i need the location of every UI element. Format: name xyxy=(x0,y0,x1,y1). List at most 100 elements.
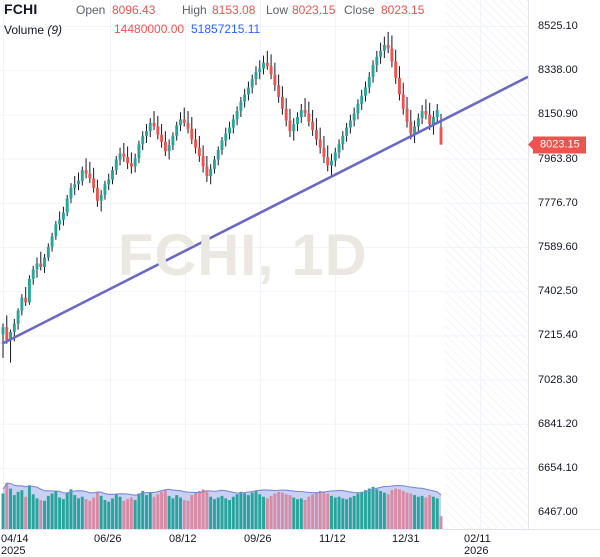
candle-body-bullish[interactable] xyxy=(118,153,122,160)
candle-body-bullish[interactable] xyxy=(148,122,152,132)
volume-bar-down[interactable] xyxy=(152,496,156,529)
volume-bar-down[interactable] xyxy=(307,496,311,529)
volume-bar-up[interactable] xyxy=(235,494,239,529)
candle-body-bearish[interactable] xyxy=(39,263,43,267)
candle-body-bearish[interactable] xyxy=(288,120,292,132)
candle-body-bullish[interactable] xyxy=(254,72,258,80)
volume-bar-down[interactable] xyxy=(269,495,273,529)
candle-body-bullish[interactable] xyxy=(107,179,111,185)
candle-body-bullish[interactable] xyxy=(333,152,337,161)
candle-body-bullish[interactable] xyxy=(50,236,54,247)
volume-bar-down[interactable] xyxy=(186,500,190,529)
candle-body-bearish[interactable] xyxy=(5,327,9,341)
volume-bar-down[interactable] xyxy=(401,490,405,529)
candle-body-bullish[interactable] xyxy=(420,111,424,119)
volume-bar-down[interactable] xyxy=(439,516,443,529)
candle-body-bearish[interactable] xyxy=(194,139,198,148)
candle-body-bullish[interactable] xyxy=(235,111,239,120)
volume-bar-up[interactable] xyxy=(352,495,356,529)
candle-body-bullish[interactable] xyxy=(337,144,341,153)
volume-bar-down[interactable] xyxy=(129,497,133,529)
volume-bar-up[interactable] xyxy=(262,496,265,529)
volume-bar-down[interactable] xyxy=(273,493,277,529)
candle-body-bearish[interactable] xyxy=(314,129,318,140)
volume-bar-down[interactable] xyxy=(409,493,413,529)
candle-body-bullish[interactable] xyxy=(103,184,107,195)
candle-body-bullish[interactable] xyxy=(69,187,73,199)
candle-body-bullish[interactable] xyxy=(348,120,352,128)
volume-bar-up[interactable] xyxy=(43,500,46,529)
volume-bar-up[interactable] xyxy=(31,494,35,529)
volume-bar-down[interactable] xyxy=(318,490,322,529)
volume-bar-down[interactable] xyxy=(39,500,43,529)
candle-body-bearish[interactable] xyxy=(201,155,205,167)
volume-bar-up[interactable] xyxy=(12,495,16,529)
volume-bar-down[interactable] xyxy=(190,495,194,529)
candle-body-bullish[interactable] xyxy=(243,94,247,102)
volume-bar-up[interactable] xyxy=(77,498,80,529)
volume-bar-up[interactable] xyxy=(254,490,258,529)
volume-bar-down[interactable] xyxy=(194,492,198,529)
volume-bar-down[interactable] xyxy=(326,493,330,529)
candle-body-bullish[interactable] xyxy=(292,124,296,132)
volume-bar-down[interactable] xyxy=(390,490,394,529)
candle-body-bullish[interactable] xyxy=(171,135,175,146)
volume-bar-down[interactable] xyxy=(394,488,398,529)
volume-bar-down[interactable] xyxy=(24,496,28,529)
candle-body-bearish[interactable] xyxy=(409,121,413,134)
candle-body-bullish[interactable] xyxy=(250,79,254,88)
candle-body-bullish[interactable] xyxy=(179,119,182,126)
volume-bar-up[interactable] xyxy=(435,498,439,529)
volume-bar-down[interactable] xyxy=(405,492,409,529)
volume-bar-down[interactable] xyxy=(428,495,432,529)
volume-bar-series[interactable] xyxy=(1,482,443,529)
candle-body-bearish[interactable] xyxy=(273,74,277,86)
volume-bar-up[interactable] xyxy=(243,493,247,529)
volume-bar-up[interactable] xyxy=(133,500,137,529)
candle-body-bullish[interactable] xyxy=(31,269,35,279)
candle-body-bullish[interactable] xyxy=(167,145,171,152)
volume-chart-pane[interactable] xyxy=(0,472,528,529)
candle-body-bullish[interactable] xyxy=(137,144,141,159)
candle-body-bearish[interactable] xyxy=(284,108,288,121)
volume-bar-down[interactable] xyxy=(122,500,126,529)
volume-bar-up[interactable] xyxy=(337,496,341,529)
candle-body-bullish[interactable] xyxy=(27,278,31,303)
volume-bar-down[interactable] xyxy=(280,492,284,529)
volume-bar-up[interactable] xyxy=(333,497,337,529)
candle-body-bullish[interactable] xyxy=(80,170,84,181)
volume-bar-down[interactable] xyxy=(88,500,92,529)
volume-bar-down[interactable] xyxy=(197,490,201,529)
volume-bar-down[interactable] xyxy=(424,497,428,529)
candle-body-bullish[interactable] xyxy=(382,44,386,51)
candle-body-bearish[interactable] xyxy=(277,85,281,97)
candle-body-bearish[interactable] xyxy=(386,44,390,49)
volume-bar-up[interactable] xyxy=(296,499,299,529)
candle-body-bearish[interactable] xyxy=(156,126,160,135)
volume-bar-up[interactable] xyxy=(73,495,77,529)
candle-body-bullish[interactable] xyxy=(352,113,356,121)
candle-body-bullish[interactable] xyxy=(435,109,439,117)
volume-bar-down[interactable] xyxy=(311,494,315,529)
volume-bar-down[interactable] xyxy=(265,498,269,529)
candle-body-bearish[interactable] xyxy=(428,114,432,125)
candle-body-bullish[interactable] xyxy=(35,263,39,270)
candle-body-bullish[interactable] xyxy=(220,140,224,151)
candle-body-bullish[interactable] xyxy=(16,310,20,324)
volume-bar-up[interactable] xyxy=(27,485,31,529)
volume-bar-up[interactable] xyxy=(179,497,182,529)
candle-body-bearish[interactable] xyxy=(129,163,133,167)
volume-bar-down[interactable] xyxy=(277,491,281,529)
candle-body-bearish[interactable] xyxy=(24,297,28,303)
candle-body-bearish[interactable] xyxy=(182,119,186,123)
volume-bar-down[interactable] xyxy=(95,491,99,529)
volume-bar-up[interactable] xyxy=(114,494,118,529)
volume-bar-up[interactable] xyxy=(239,491,243,529)
candle-body-bearish[interactable] xyxy=(265,62,269,67)
candle-body-bullish[interactable] xyxy=(330,160,333,166)
volume-bar-up[interactable] xyxy=(118,496,122,529)
volume-bar-up[interactable] xyxy=(345,499,349,529)
candle-body-bullish[interactable] xyxy=(228,127,232,134)
volume-bar-up[interactable] xyxy=(137,493,141,529)
candle-body-bullish[interactable] xyxy=(246,87,250,95)
